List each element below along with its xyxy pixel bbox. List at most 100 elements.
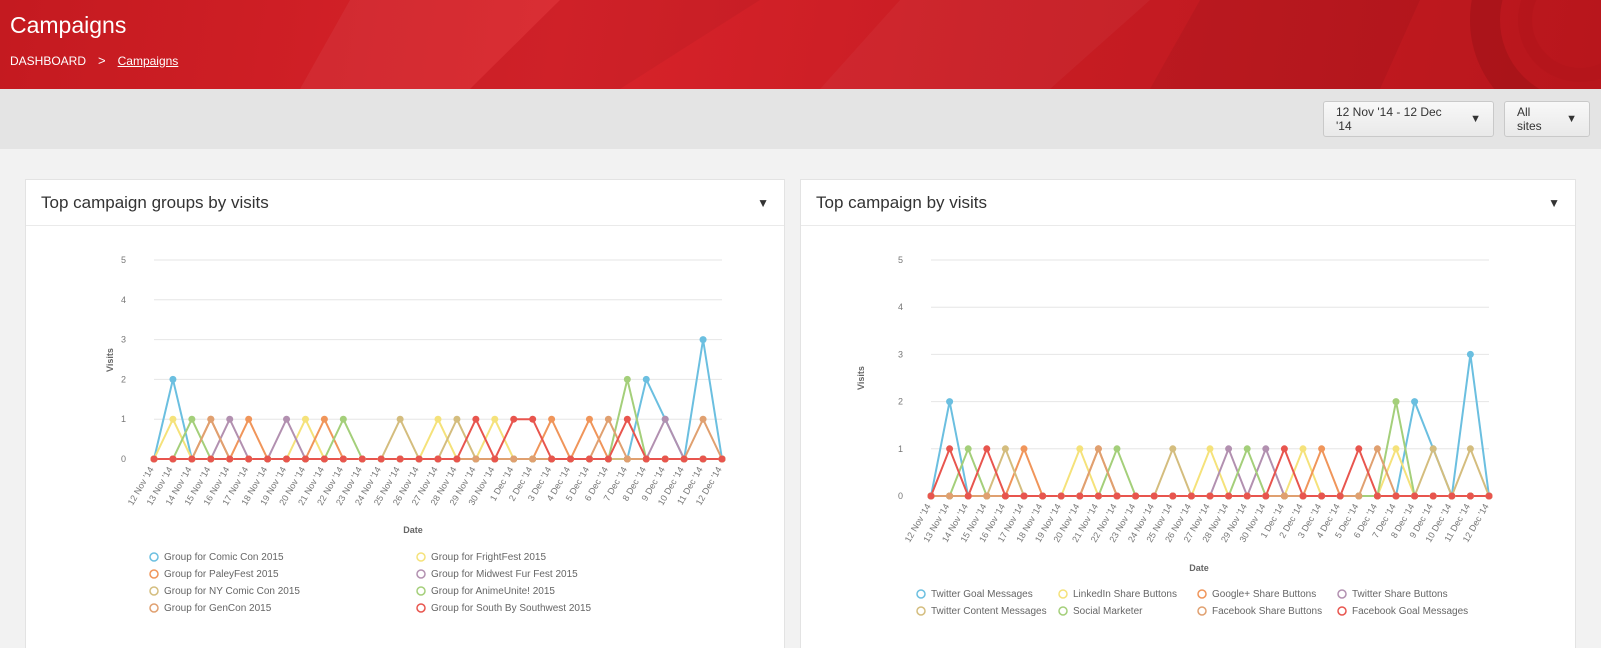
data-point <box>699 455 707 463</box>
legend-item[interactable]: Twitter Goal Messages <box>916 589 1033 600</box>
data-point <box>585 455 593 463</box>
panel-menu-caret-icon[interactable]: ▼ <box>1548 195 1560 210</box>
data-point <box>169 455 177 463</box>
legend-item[interactable]: Twitter Content Messages <box>916 606 1047 617</box>
legend-item[interactable]: LinkedIn Share Buttons <box>1058 589 1177 600</box>
legend-item[interactable]: Twitter Share Buttons <box>1337 589 1448 600</box>
data-point <box>207 455 215 463</box>
breadcrumb-campaigns[interactable]: Campaigns <box>117 53 179 68</box>
legend-item[interactable]: Group for FrightFest 2015 <box>416 552 546 563</box>
data-point <box>1039 492 1047 500</box>
legend-label: Facebook Goal Messages <box>1352 606 1468 617</box>
data-point <box>358 455 366 463</box>
breadcrumb-dashboard[interactable]: DASHBOARD <box>10 53 87 68</box>
data-point <box>585 455 593 463</box>
date-range-dropdown[interactable]: 12 Nov '14 - 12 Dec '14 ▼ <box>1323 101 1494 137</box>
data-point <box>396 455 404 463</box>
data-point <box>718 455 726 463</box>
legend-item[interactable]: Facebook Goal Messages <box>1337 606 1468 617</box>
data-point <box>377 455 385 463</box>
data-point <box>680 455 688 463</box>
data-point <box>283 415 291 423</box>
data-point <box>567 455 575 463</box>
x-tick-label: 30 Nov '14 <box>1237 502 1267 544</box>
data-point <box>415 455 423 463</box>
panel-title: Top campaign groups by visits <box>41 192 269 212</box>
x-axis-label: Date <box>403 525 423 535</box>
data-point <box>623 455 631 463</box>
series-line <box>154 416 722 462</box>
data-point <box>1411 492 1419 500</box>
data-point <box>1001 492 1009 500</box>
data-point <box>453 455 461 463</box>
data-point <box>946 492 954 500</box>
legend-item[interactable]: Google+ Share Buttons <box>1197 589 1316 600</box>
data-point <box>1113 492 1121 500</box>
legend-item[interactable]: Facebook Share Buttons <box>1197 606 1322 617</box>
data-point <box>1318 492 1326 500</box>
data-point <box>642 455 650 463</box>
data-point <box>1206 492 1214 500</box>
data-point <box>1355 492 1363 500</box>
x-tick-label: 15 Nov '14 <box>958 502 988 544</box>
legend-item[interactable]: Group for AnimeUnite! 2015 <box>416 586 555 597</box>
legend-item[interactable]: Group for South By Southwest 2015 <box>416 603 592 614</box>
data-point <box>320 455 328 463</box>
data-point <box>1392 398 1400 406</box>
x-tick-label: 20 Nov '14 <box>1051 502 1081 544</box>
data-point <box>548 455 556 463</box>
data-point <box>396 415 404 423</box>
data-point <box>661 455 669 463</box>
legend-item[interactable]: Group for PaleyFest 2015 <box>149 569 279 580</box>
data-point <box>150 455 158 463</box>
legend-item[interactable]: Social Marketer <box>1058 606 1143 617</box>
sites-dropdown[interactable]: All sites ▼ <box>1504 101 1590 137</box>
data-point <box>1392 492 1400 500</box>
legend-item[interactable]: Group for Midwest Fur Fest 2015 <box>416 569 578 580</box>
data-point <box>529 455 537 463</box>
data-point <box>226 455 234 463</box>
legend-item[interactable]: Group for NY Comic Con 2015 <box>149 586 300 597</box>
data-point <box>1466 492 1474 500</box>
data-point <box>1057 492 1065 500</box>
data-point <box>585 455 593 463</box>
series-line <box>931 446 1490 499</box>
data-point <box>946 492 954 500</box>
data-point <box>983 492 991 500</box>
data-point <box>396 455 404 463</box>
data-point <box>1169 492 1177 500</box>
data-point <box>1373 492 1381 500</box>
x-tick-label: 12 Dec '14 <box>694 465 724 507</box>
legend-marker <box>416 603 426 613</box>
data-point <box>301 455 309 463</box>
legend-label: Twitter Share Buttons <box>1352 589 1448 600</box>
legend-item[interactable]: Group for GenCon 2015 <box>149 603 272 614</box>
data-point <box>453 455 461 463</box>
data-point <box>453 455 461 463</box>
data-point <box>1001 492 1009 500</box>
data-point <box>1373 492 1381 500</box>
data-point <box>434 455 442 463</box>
data-point <box>245 455 253 463</box>
caret-down-icon: ▼ <box>1470 113 1481 125</box>
data-point <box>548 455 556 463</box>
data-point <box>472 455 480 463</box>
data-point <box>1094 492 1102 500</box>
legend-item[interactable]: Group for Comic Con 2015 <box>149 552 284 563</box>
data-point <box>983 492 991 500</box>
data-point <box>1113 492 1121 500</box>
page-title: Campaigns <box>10 12 127 38</box>
x-tick-label: 22 Nov '14 <box>1089 502 1119 544</box>
data-point <box>264 455 272 463</box>
data-point <box>1336 492 1344 500</box>
data-point <box>1373 492 1381 500</box>
data-point <box>1113 492 1121 500</box>
data-point <box>188 455 196 463</box>
data-point <box>529 415 537 423</box>
header-background <box>300 0 1601 89</box>
panel-menu-caret-icon[interactable]: ▼ <box>757 195 769 210</box>
x-tick-label: 24 Nov '14 <box>353 465 383 507</box>
data-point <box>1076 492 1084 500</box>
data-point <box>226 455 234 463</box>
data-point <box>1206 492 1214 500</box>
